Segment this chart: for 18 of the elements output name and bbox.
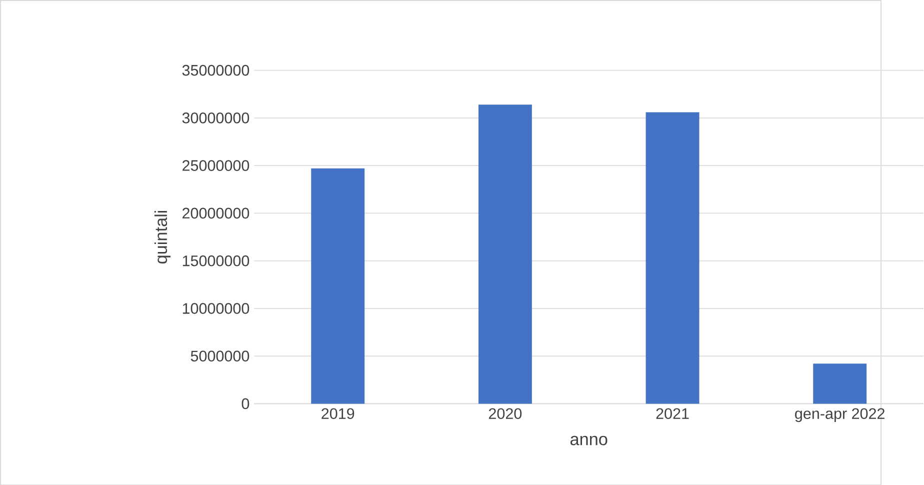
x-axis-title: anno: [570, 436, 608, 446]
x-tick-label: gen-apr 2022: [795, 408, 884, 422]
y-tick-label: 25000000: [182, 160, 250, 171]
y-axis-title: quintali: [154, 210, 170, 264]
y-tick-label: 5000000: [190, 350, 250, 362]
bar: [478, 104, 532, 404]
x-tick-label: 2019: [322, 408, 354, 419]
y-tick-label: 10000000: [182, 302, 250, 314]
y-tick-label: 35000000: [182, 64, 250, 76]
y-tick-label: 0: [242, 398, 250, 409]
bar: [813, 363, 867, 404]
y-tick-label: 20000000: [182, 208, 250, 218]
x-tick-label: 2021: [656, 408, 689, 419]
y-tick-label: 15000000: [182, 255, 250, 266]
bar: [311, 168, 365, 404]
y-tick-label: 30000000: [182, 112, 250, 124]
x-tick-label: 2020: [488, 408, 522, 419]
bar: [646, 112, 700, 404]
